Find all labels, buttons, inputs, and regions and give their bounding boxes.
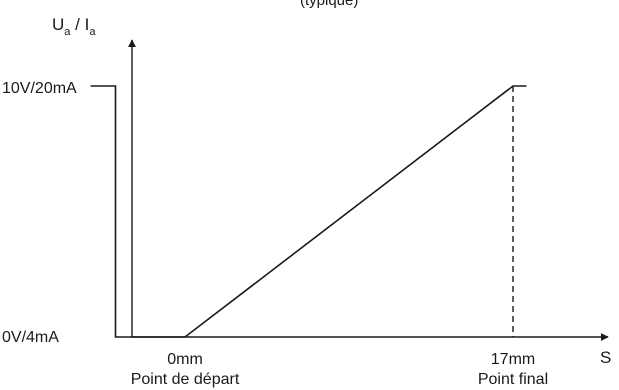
y-tick-label-low: 0V/4mA xyxy=(2,329,59,346)
x-tick-sublabel-start: Point de départ xyxy=(131,371,240,388)
x-tick-label-end: 17mm xyxy=(491,351,535,368)
chart-title: (typique) xyxy=(300,0,358,9)
x-tick-sublabel-end: Point final xyxy=(478,371,548,388)
y-axis-title: Ua / Ia xyxy=(52,15,96,38)
x-tick-label-start: 0mm xyxy=(167,351,203,368)
x-axis-title: S xyxy=(600,348,611,367)
signal-series-line xyxy=(90,85,527,338)
y-tick-label-high: 10V/20mA xyxy=(2,80,77,97)
